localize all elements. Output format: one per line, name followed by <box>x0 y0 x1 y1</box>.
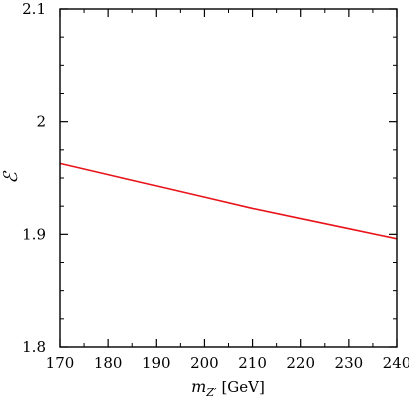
minor-ticks <box>60 9 397 347</box>
y-axis-label: ℰ <box>0 170 22 184</box>
x-tick-labels: 170 180 190 200 210 220 230 240 <box>46 354 409 372</box>
x-axis-label-var: m <box>191 377 206 396</box>
x-axis-label-unit: [GeV] <box>221 378 264 396</box>
series-layer <box>59 162 398 240</box>
series-line <box>59 162 398 240</box>
x-tick-label: 170 <box>46 354 75 372</box>
major-ticks <box>59 8 398 348</box>
x-tick-label: 230 <box>335 354 364 372</box>
plot-frame <box>59 8 398 348</box>
x-tick-label: 210 <box>238 354 267 372</box>
x-tick-label: 240 <box>383 354 409 372</box>
x-tick-label: 190 <box>142 354 171 372</box>
y-tick-labels: 1.8 1.9 2 2.1 <box>22 0 46 356</box>
y-tick-label: 1.9 <box>22 225 46 243</box>
y-tick-label: 2 <box>36 113 46 131</box>
y-tick-label: 2.1 <box>22 0 46 18</box>
x-tick-label: 220 <box>286 354 315 372</box>
x-tick-label: 200 <box>190 354 219 372</box>
x-tick-label: 180 <box>94 354 123 372</box>
x-axis-label-sub: Z′ <box>205 386 217 399</box>
x-axis-label: mZ′ [GeV] <box>191 377 265 399</box>
y-tick-label: 1.8 <box>22 338 46 356</box>
